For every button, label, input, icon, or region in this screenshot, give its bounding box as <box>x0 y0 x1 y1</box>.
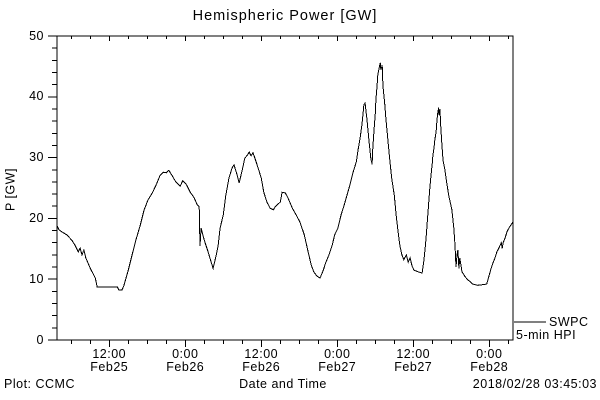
x-tick-label: 0:00 Feb28 <box>470 348 508 373</box>
y-tick-label: 50 <box>29 28 44 43</box>
y-tick-label: 40 <box>29 89 44 104</box>
x-tick-time: 12:00 <box>244 347 279 361</box>
x-tick-label: 12:00 Feb25 <box>90 348 128 373</box>
footer-credit: Plot: CCMC <box>4 377 75 391</box>
x-tick-date: Feb27 <box>394 359 433 374</box>
y-tick-label: 20 <box>29 210 44 225</box>
x-axis-label: Date and Time <box>239 377 327 391</box>
y-tick-label: 30 <box>29 150 44 165</box>
chart-title: Hemispheric Power [GW] <box>192 8 378 24</box>
plot-border <box>56 35 514 341</box>
y-tick-label: 10 <box>29 271 44 286</box>
x-tick-label: 0:00 Feb27 <box>318 348 356 373</box>
x-tick-date: Feb26 <box>242 359 281 374</box>
x-tick-time: 0:00 <box>172 347 199 361</box>
x-tick-date: Feb28 <box>470 359 509 374</box>
footer-timestamp: 2018/02/28 03:45:03 <box>472 377 597 391</box>
y-axis-label: P [GW] <box>3 167 18 212</box>
x-tick-label: 12:00 Feb26 <box>242 348 280 373</box>
legend-source-label: SWPC <box>549 315 589 329</box>
legend-series-label: 5-min HPI <box>516 328 577 342</box>
x-tick-date: Feb25 <box>90 359 129 374</box>
x-tick-time: 12:00 <box>396 347 431 361</box>
x-tick-date: Feb26 <box>166 359 205 374</box>
x-tick-time: 0:00 <box>476 347 503 361</box>
y-tick-label: 0 <box>36 332 44 347</box>
x-tick-time: 0:00 <box>324 347 351 361</box>
x-tick-time: 12:00 <box>92 347 127 361</box>
hpi-data-line <box>56 62 514 291</box>
x-tick-label: 12:00 Feb27 <box>394 348 432 373</box>
x-tick-date: Feb27 <box>318 359 357 374</box>
x-tick-label: 0:00 Feb26 <box>166 348 204 373</box>
